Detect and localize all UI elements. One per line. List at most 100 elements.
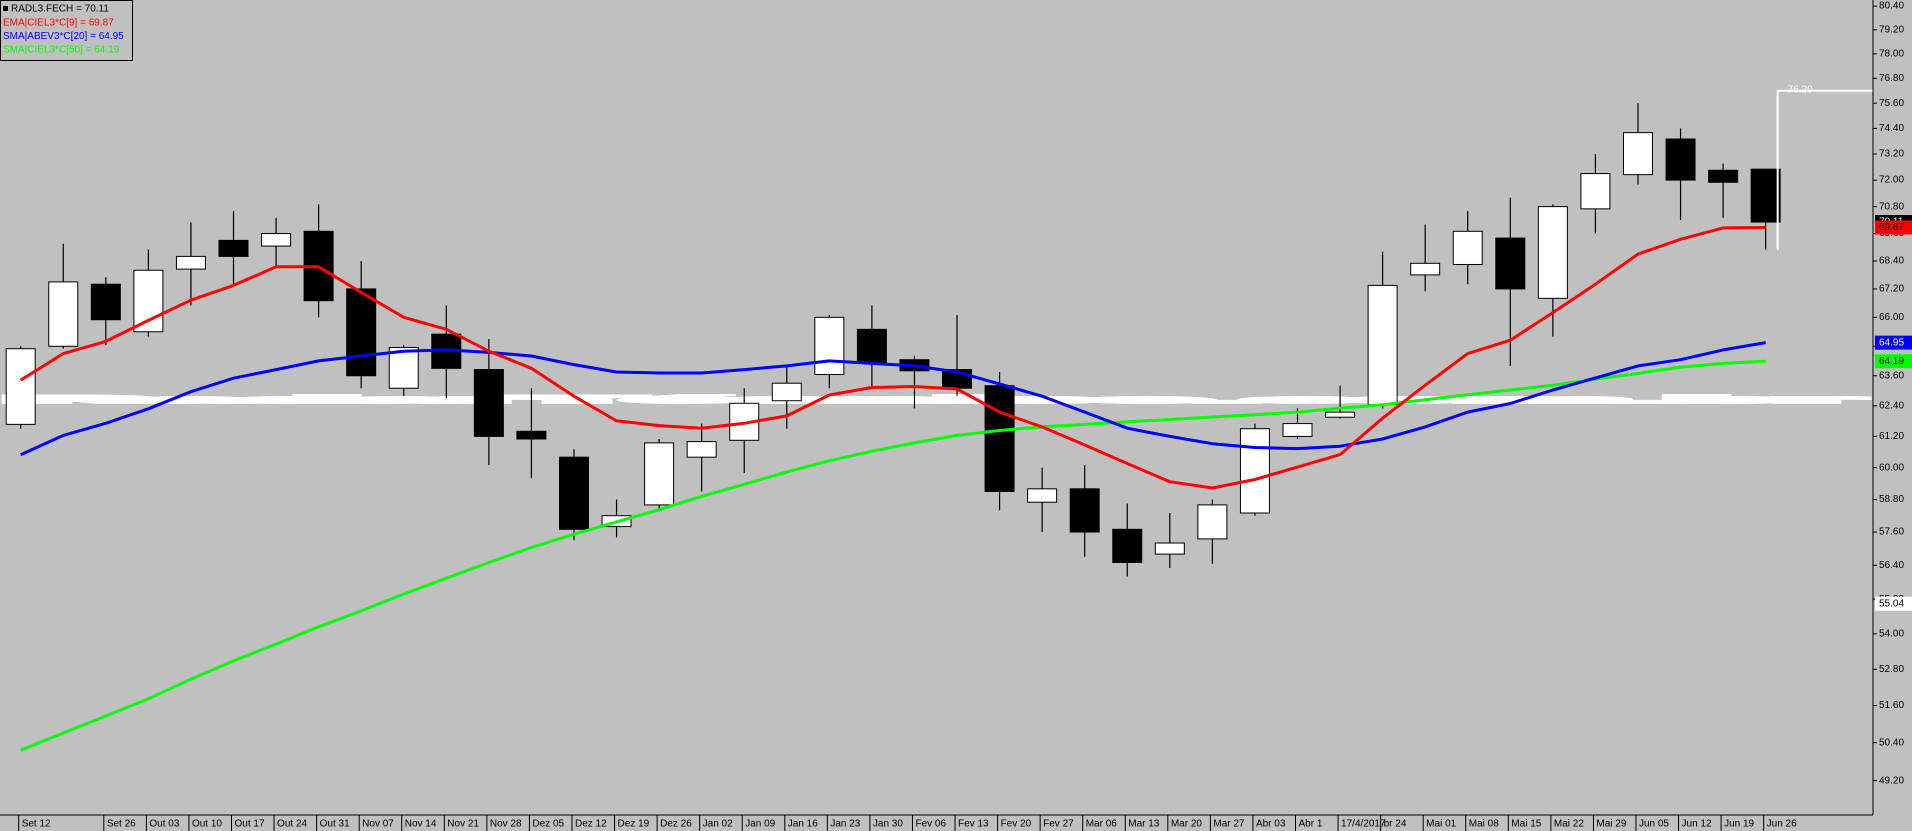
candle-body (814, 316, 845, 376)
x-tick-label: Out 31 (320, 819, 350, 830)
y-tick-label: 75.60 (1879, 98, 1904, 109)
candle-body (1452, 230, 1483, 265)
x-tick-label: Fev 13 (958, 819, 989, 830)
y-tick-label: 66.00 (1879, 312, 1904, 323)
candle-body (558, 456, 589, 530)
x-tick-label: br 24 (1384, 819, 1407, 830)
x-tick-label: Mar 20 (1171, 819, 1203, 830)
x-tick-label: Set 26 (107, 819, 136, 830)
x-tick-label: Nov 07 (362, 819, 394, 830)
legend-entry: SMA|CIEL3*C[50] = 64.19 (3, 45, 120, 56)
candle-body (1622, 132, 1653, 176)
candle-body (984, 385, 1015, 492)
x-tick-label: Jun 12 (1682, 819, 1712, 830)
y-tick-label: 76.80 (1879, 73, 1904, 84)
watermark: RadarTécnico.com.br (12, 395, 1854, 406)
candle-body (261, 233, 292, 247)
candle-body (473, 369, 504, 437)
date-bar (0, 815, 1912, 831)
y-tick-label: 51.60 (1879, 700, 1904, 711)
y-tick-label: 74.40 (1879, 123, 1904, 134)
candle-body (1537, 206, 1568, 299)
y-tick-label: 50.40 (1879, 737, 1904, 748)
candle-body (644, 442, 675, 506)
x-tick-label: Jun 26 (1767, 819, 1797, 830)
x-tick-label: Jan 02 (703, 819, 733, 830)
x-tick-label: Jan 09 (745, 819, 775, 830)
value-tag-label: 69.87 (1879, 222, 1904, 233)
candle-body (48, 281, 79, 347)
y-tick-label: 61.20 (1879, 431, 1904, 442)
y-tick-label: 60.00 (1879, 462, 1904, 473)
candle-body (1580, 173, 1611, 210)
y-tick-label: 73.20 (1879, 149, 1904, 160)
legend-swatch (3, 6, 8, 11)
y-tick-label: 68.40 (1879, 256, 1904, 267)
x-tick-label: Set 12 (22, 819, 51, 830)
x-tick-label: Out 24 (277, 819, 307, 830)
x-tick-label: Abr 1 (1299, 819, 1323, 830)
candle-body (1367, 284, 1398, 406)
candle-body (1495, 237, 1526, 290)
y-tick-label: 80.40 (1879, 1, 1904, 12)
value-tag (1875, 596, 1912, 611)
candle-body (856, 328, 887, 364)
value-tag (1875, 335, 1912, 350)
x-tick-label: Mai 29 (1596, 819, 1626, 830)
candle-body (5, 348, 36, 425)
x-tick-label: Mai 01 (1426, 819, 1456, 830)
y-tick-label: 52.80 (1879, 664, 1904, 675)
x-tick-label: Out 03 (149, 819, 179, 830)
candle-body (1239, 428, 1270, 514)
candle-body (1325, 411, 1356, 418)
candle-body (686, 441, 717, 458)
indicator-line (20, 341, 1766, 457)
x-tick-label: Mai 08 (1469, 819, 1499, 830)
x-tick-label: Out 10 (192, 819, 222, 830)
value-tag (1875, 354, 1912, 369)
y-tick-label: 63.60 (1879, 370, 1904, 381)
legend-entry: EMA|CIEL3*C[9] = 69.87 (3, 18, 114, 29)
x-tick-label: Abr 03 (1256, 819, 1286, 830)
candle-body (771, 382, 802, 402)
candle-body (1069, 488, 1100, 533)
x-tick-label: Dez 19 (618, 819, 650, 830)
candle-body (1708, 169, 1739, 183)
value-tag-label: 64.95 (1879, 337, 1904, 348)
x-tick-label: Jun 05 (1639, 819, 1669, 830)
y-tick-label: 49.20 (1879, 775, 1904, 786)
candle-body (90, 283, 121, 321)
x-tick-label: Dez 05 (532, 819, 564, 830)
candle-body (1027, 488, 1058, 503)
y-tick-label: 70.80 (1879, 201, 1904, 212)
candle-body (346, 288, 377, 377)
candle-body (1665, 138, 1696, 181)
candle-body (1410, 262, 1441, 276)
candle-body (1750, 168, 1781, 223)
legend-entry: RADL3.FECH = 70.11 (11, 4, 109, 15)
y-tick-label: 62.40 (1879, 400, 1904, 411)
x-tick-label: Mai 15 (1511, 819, 1541, 830)
candle-body (133, 269, 164, 333)
x-tick-label: Dez 26 (660, 819, 692, 830)
x-tick-label: Nov 21 (447, 819, 479, 830)
candle-body (218, 239, 249, 257)
x-tick-label: Mai 22 (1554, 819, 1584, 830)
y-tick-label: 79.20 (1879, 24, 1904, 35)
value-tag (1875, 220, 1912, 235)
x-tick-label: Mar 13 (1128, 819, 1160, 830)
x-tick-label: Dez 12 (575, 819, 607, 830)
x-tick-label: Fev 27 (1043, 819, 1074, 830)
cursor-label: 76.20 (1788, 84, 1813, 95)
candle-body (388, 346, 419, 389)
x-tick-label: Jan 30 (873, 819, 903, 830)
y-tick-label: 57.60 (1879, 527, 1904, 538)
axis-panel (1873, 0, 1912, 815)
x-tick-label: Fev 06 (915, 819, 946, 830)
y-tick-label: 67.20 (1879, 284, 1904, 295)
y-tick-label: 54.00 (1879, 628, 1904, 639)
y-tick-label: 72.00 (1879, 175, 1904, 186)
indicator-line (19, 226, 1766, 490)
